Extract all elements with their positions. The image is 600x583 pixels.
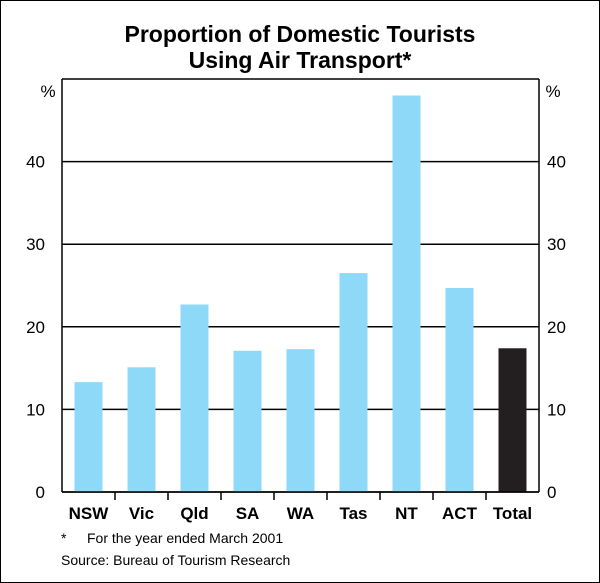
- bar-total: [498, 348, 527, 492]
- bar-wa: [286, 349, 315, 492]
- footnote-text: For the year ended March 2001: [87, 530, 284, 546]
- y-unit-label-right: %: [545, 82, 560, 101]
- title-line-2: Using Air Transport*: [188, 47, 412, 73]
- bar-qld: [180, 304, 209, 492]
- y-tick-label-left-10: 10: [26, 400, 45, 419]
- y-unit-label-left: %: [40, 82, 55, 101]
- x-tick-label-wa: WA: [287, 504, 314, 523]
- y-tick-label-right-40: 40: [547, 153, 566, 172]
- x-tick-label-sa: SA: [236, 504, 260, 523]
- footnote-marker: *: [61, 530, 67, 546]
- x-tick-label-nsw: NSW: [69, 504, 110, 523]
- y-tick-label-right-10: 10: [547, 400, 566, 419]
- chart-title: Proportion of Domestic Tourists Using Ai…: [1, 21, 599, 73]
- y-tick-label-left-0: 0: [36, 483, 45, 502]
- footnote: * For the year ended March 2001: [61, 527, 290, 549]
- y-tick-label-left-20: 20: [26, 318, 45, 337]
- y-tick-label-right-20: 20: [547, 318, 566, 337]
- source-note: Source: Bureau of Tourism Research: [61, 552, 291, 568]
- y-tick-label-left-30: 30: [26, 235, 45, 254]
- title-line-1: Proportion of Domestic Tourists: [124, 21, 476, 47]
- y-tick-label-right-0: 0: [547, 483, 556, 502]
- bar-sa: [233, 350, 262, 492]
- chart-notes: * For the year ended March 2001 Source: …: [61, 527, 290, 571]
- x-tick-label-act: ACT: [442, 504, 478, 523]
- x-tick-label-total: Total: [493, 504, 532, 523]
- y-tick-label-left-40: 40: [26, 153, 45, 172]
- x-tick-label-nt: NT: [395, 504, 418, 523]
- bar-vic: [127, 367, 156, 492]
- x-tick-label-qld: Qld: [180, 504, 208, 523]
- bar-nsw: [74, 382, 103, 492]
- y-tick-label-right-30: 30: [547, 235, 566, 254]
- bar-act: [445, 287, 474, 492]
- x-tick-label-tas: Tas: [339, 504, 367, 523]
- bar-tas: [339, 273, 368, 492]
- x-tick-label-vic: Vic: [129, 504, 154, 523]
- bar-nt: [392, 95, 421, 493]
